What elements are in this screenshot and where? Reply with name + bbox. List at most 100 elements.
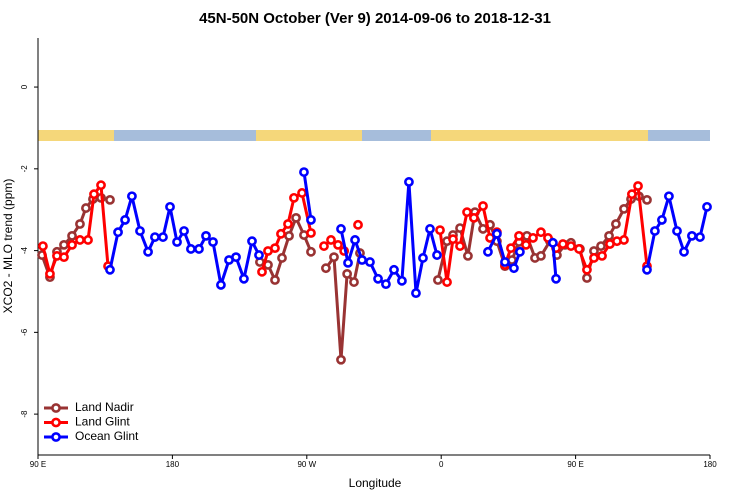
legend-label: Land Glint (75, 415, 130, 429)
point (633, 181, 643, 191)
point (397, 275, 407, 286)
point (365, 257, 375, 267)
point (59, 252, 69, 263)
point (506, 243, 516, 254)
point (270, 275, 280, 285)
legend-marker (51, 417, 61, 428)
point (483, 246, 493, 257)
y-tick-label: -8 (20, 410, 29, 418)
y-tick-label: -4 (20, 246, 29, 254)
point (319, 241, 329, 251)
point (165, 201, 175, 212)
point (105, 194, 115, 205)
point (276, 228, 286, 239)
point (500, 257, 510, 267)
series-line (108, 171, 709, 295)
point (105, 264, 115, 275)
point (548, 237, 558, 248)
point (96, 180, 106, 191)
point (81, 203, 91, 213)
y-tick-label: -6 (20, 328, 29, 336)
point (672, 226, 682, 236)
point (150, 232, 160, 242)
point (350, 235, 360, 245)
point (201, 230, 211, 241)
point (463, 251, 473, 261)
point (373, 273, 383, 284)
chart-title: 45N-50N October (Ver 9) 2014-09-06 to 20… (199, 10, 551, 27)
point (514, 246, 525, 257)
point (306, 228, 316, 238)
point (462, 207, 472, 218)
point (333, 239, 343, 250)
point (492, 228, 502, 239)
point (642, 264, 652, 275)
x-tick-label: 180 (703, 460, 717, 469)
point (270, 243, 280, 254)
point (306, 246, 316, 257)
point (38, 241, 48, 251)
point (349, 277, 359, 287)
point (336, 354, 346, 365)
point (469, 212, 479, 223)
point (254, 250, 264, 260)
point (528, 233, 538, 243)
y-tick-label: 0 (20, 84, 29, 89)
y-axis-label: XCO2 - MLO trend (ppm) (1, 179, 15, 314)
point (558, 239, 568, 249)
point (67, 230, 77, 241)
point (582, 264, 592, 275)
point (67, 239, 77, 250)
point (353, 219, 363, 230)
point (357, 255, 367, 265)
point (343, 257, 353, 268)
y-tick-label: -2 (20, 165, 29, 173)
legend-label: Ocean Glint (75, 429, 139, 443)
land-strip (431, 130, 648, 141)
point (172, 237, 182, 247)
point (45, 268, 55, 279)
point (120, 215, 130, 225)
point (186, 244, 196, 254)
point (284, 230, 294, 241)
point (478, 201, 488, 211)
series-line (40, 194, 648, 362)
point (257, 266, 267, 277)
point (619, 235, 629, 245)
point (113, 227, 123, 238)
point (329, 252, 339, 263)
point (297, 188, 307, 198)
point (582, 273, 592, 283)
point (306, 215, 316, 225)
point (536, 227, 546, 238)
x-axis-label: Longitude (349, 476, 402, 490)
point (389, 264, 399, 275)
point (455, 241, 465, 251)
point (75, 235, 85, 245)
point (283, 219, 293, 229)
x-tick-label: 90 W (297, 460, 316, 469)
point (425, 224, 435, 234)
point (179, 226, 189, 236)
point (695, 232, 705, 242)
point (75, 219, 85, 229)
legend-marker (51, 432, 61, 442)
point (626, 189, 637, 200)
point (687, 230, 697, 241)
point (418, 253, 428, 263)
point (509, 263, 519, 274)
point (448, 234, 458, 245)
point (642, 194, 652, 205)
ocean-strip (38, 130, 710, 141)
point (574, 244, 584, 254)
point (649, 226, 660, 236)
point (702, 201, 712, 212)
x-tick-label: 180 (166, 460, 180, 469)
legend-marker (51, 403, 61, 413)
point (231, 252, 241, 263)
point (336, 224, 346, 234)
point (277, 253, 287, 263)
point (404, 177, 414, 187)
